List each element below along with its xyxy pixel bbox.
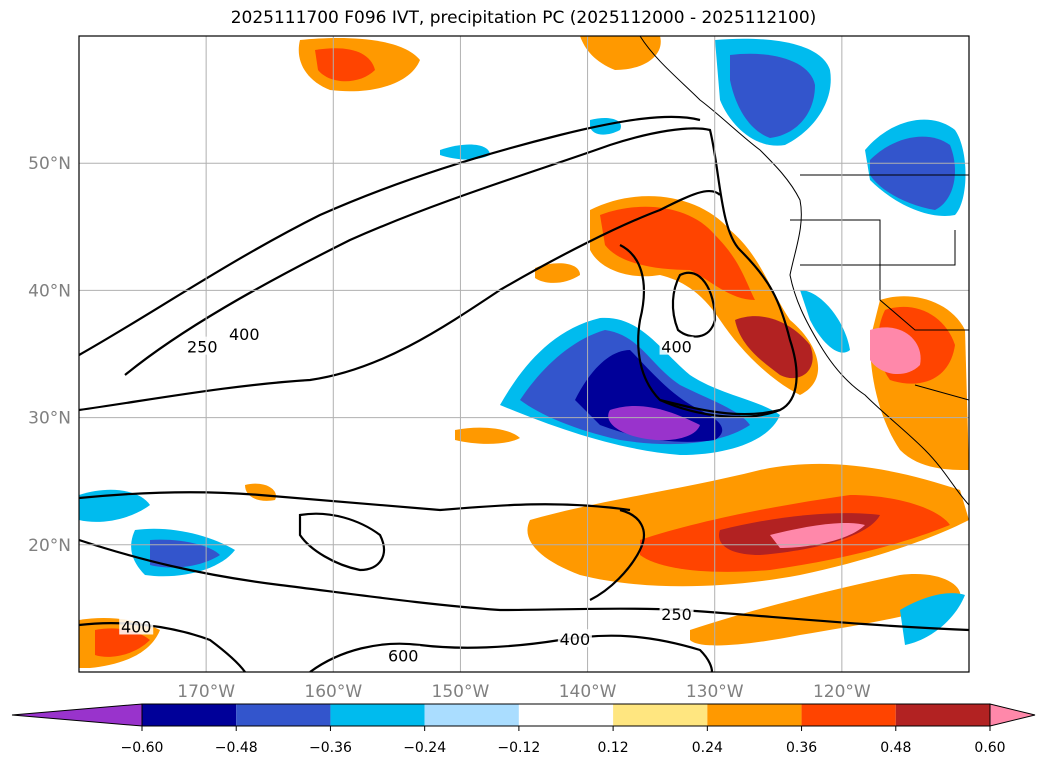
- latitude-tick-label: 50°N: [28, 154, 71, 174]
- colorbar-segment: [330, 704, 424, 726]
- longitude-tick-label: 150°W: [432, 682, 490, 702]
- colorbar-segment: [896, 704, 990, 726]
- contour-label: 400: [121, 617, 152, 636]
- contour-label: 600: [388, 647, 419, 666]
- colorbar-segment: [707, 704, 801, 726]
- colorbar-segment: [802, 704, 896, 726]
- latitude-tick-label: 20°N: [28, 536, 71, 556]
- colorbar-extend-high: [990, 704, 1035, 726]
- contour-label: 400: [661, 338, 692, 357]
- contour-label: 400: [229, 325, 260, 344]
- longitude-tick-label: 160°W: [304, 682, 362, 702]
- colorbar-segment: [613, 704, 707, 726]
- contour-label: 250: [661, 605, 692, 624]
- longitude-tick-label: 170°W: [177, 682, 235, 702]
- longitude-tick-labels: 170°W 160°W 150°W 140°W 130°W 120°W: [177, 682, 871, 702]
- colorbar-segment: [519, 704, 613, 726]
- latitude-tick-label: 40°N: [28, 281, 71, 301]
- colorbar-segment: [425, 704, 519, 726]
- longitude-tick-label: 130°W: [686, 682, 744, 702]
- colorbar-tick-label: 0.60: [974, 740, 1005, 756]
- colorbar-extend-low: [12, 704, 142, 726]
- colorbar-tick-label: 0.12: [598, 740, 629, 756]
- contour-label: 250: [187, 338, 218, 357]
- colorbar-tick-label: −0.12: [497, 740, 540, 756]
- colorbar-segment: [236, 704, 330, 726]
- colorbar-segment: [142, 704, 236, 726]
- colorbar-tick-label: 0.24: [692, 740, 723, 756]
- longitude-tick-label: 140°W: [559, 682, 617, 702]
- colorbar: −0.60 −0.48 −0.36 −0.24 −0.12 0.12 0.24 0.36 0.4…: [12, 704, 1035, 756]
- colorbar-tick-label: 0.36: [786, 740, 817, 756]
- colorbar-tick-label: −0.48: [215, 740, 258, 756]
- longitude-tick-label: 120°W: [813, 682, 871, 702]
- colorbar-tick-label: −0.24: [403, 740, 446, 756]
- latitude-tick-labels: 20°N 30°N 40°N 50°N: [28, 154, 71, 556]
- colorbar-tick-label: −0.60: [121, 740, 164, 756]
- contour-label: 400: [560, 630, 591, 649]
- latitude-tick-label: 30°N: [28, 409, 71, 429]
- colorbar-tick-label: 0.48: [880, 740, 911, 756]
- colorbar-tick-label: −0.36: [309, 740, 352, 756]
